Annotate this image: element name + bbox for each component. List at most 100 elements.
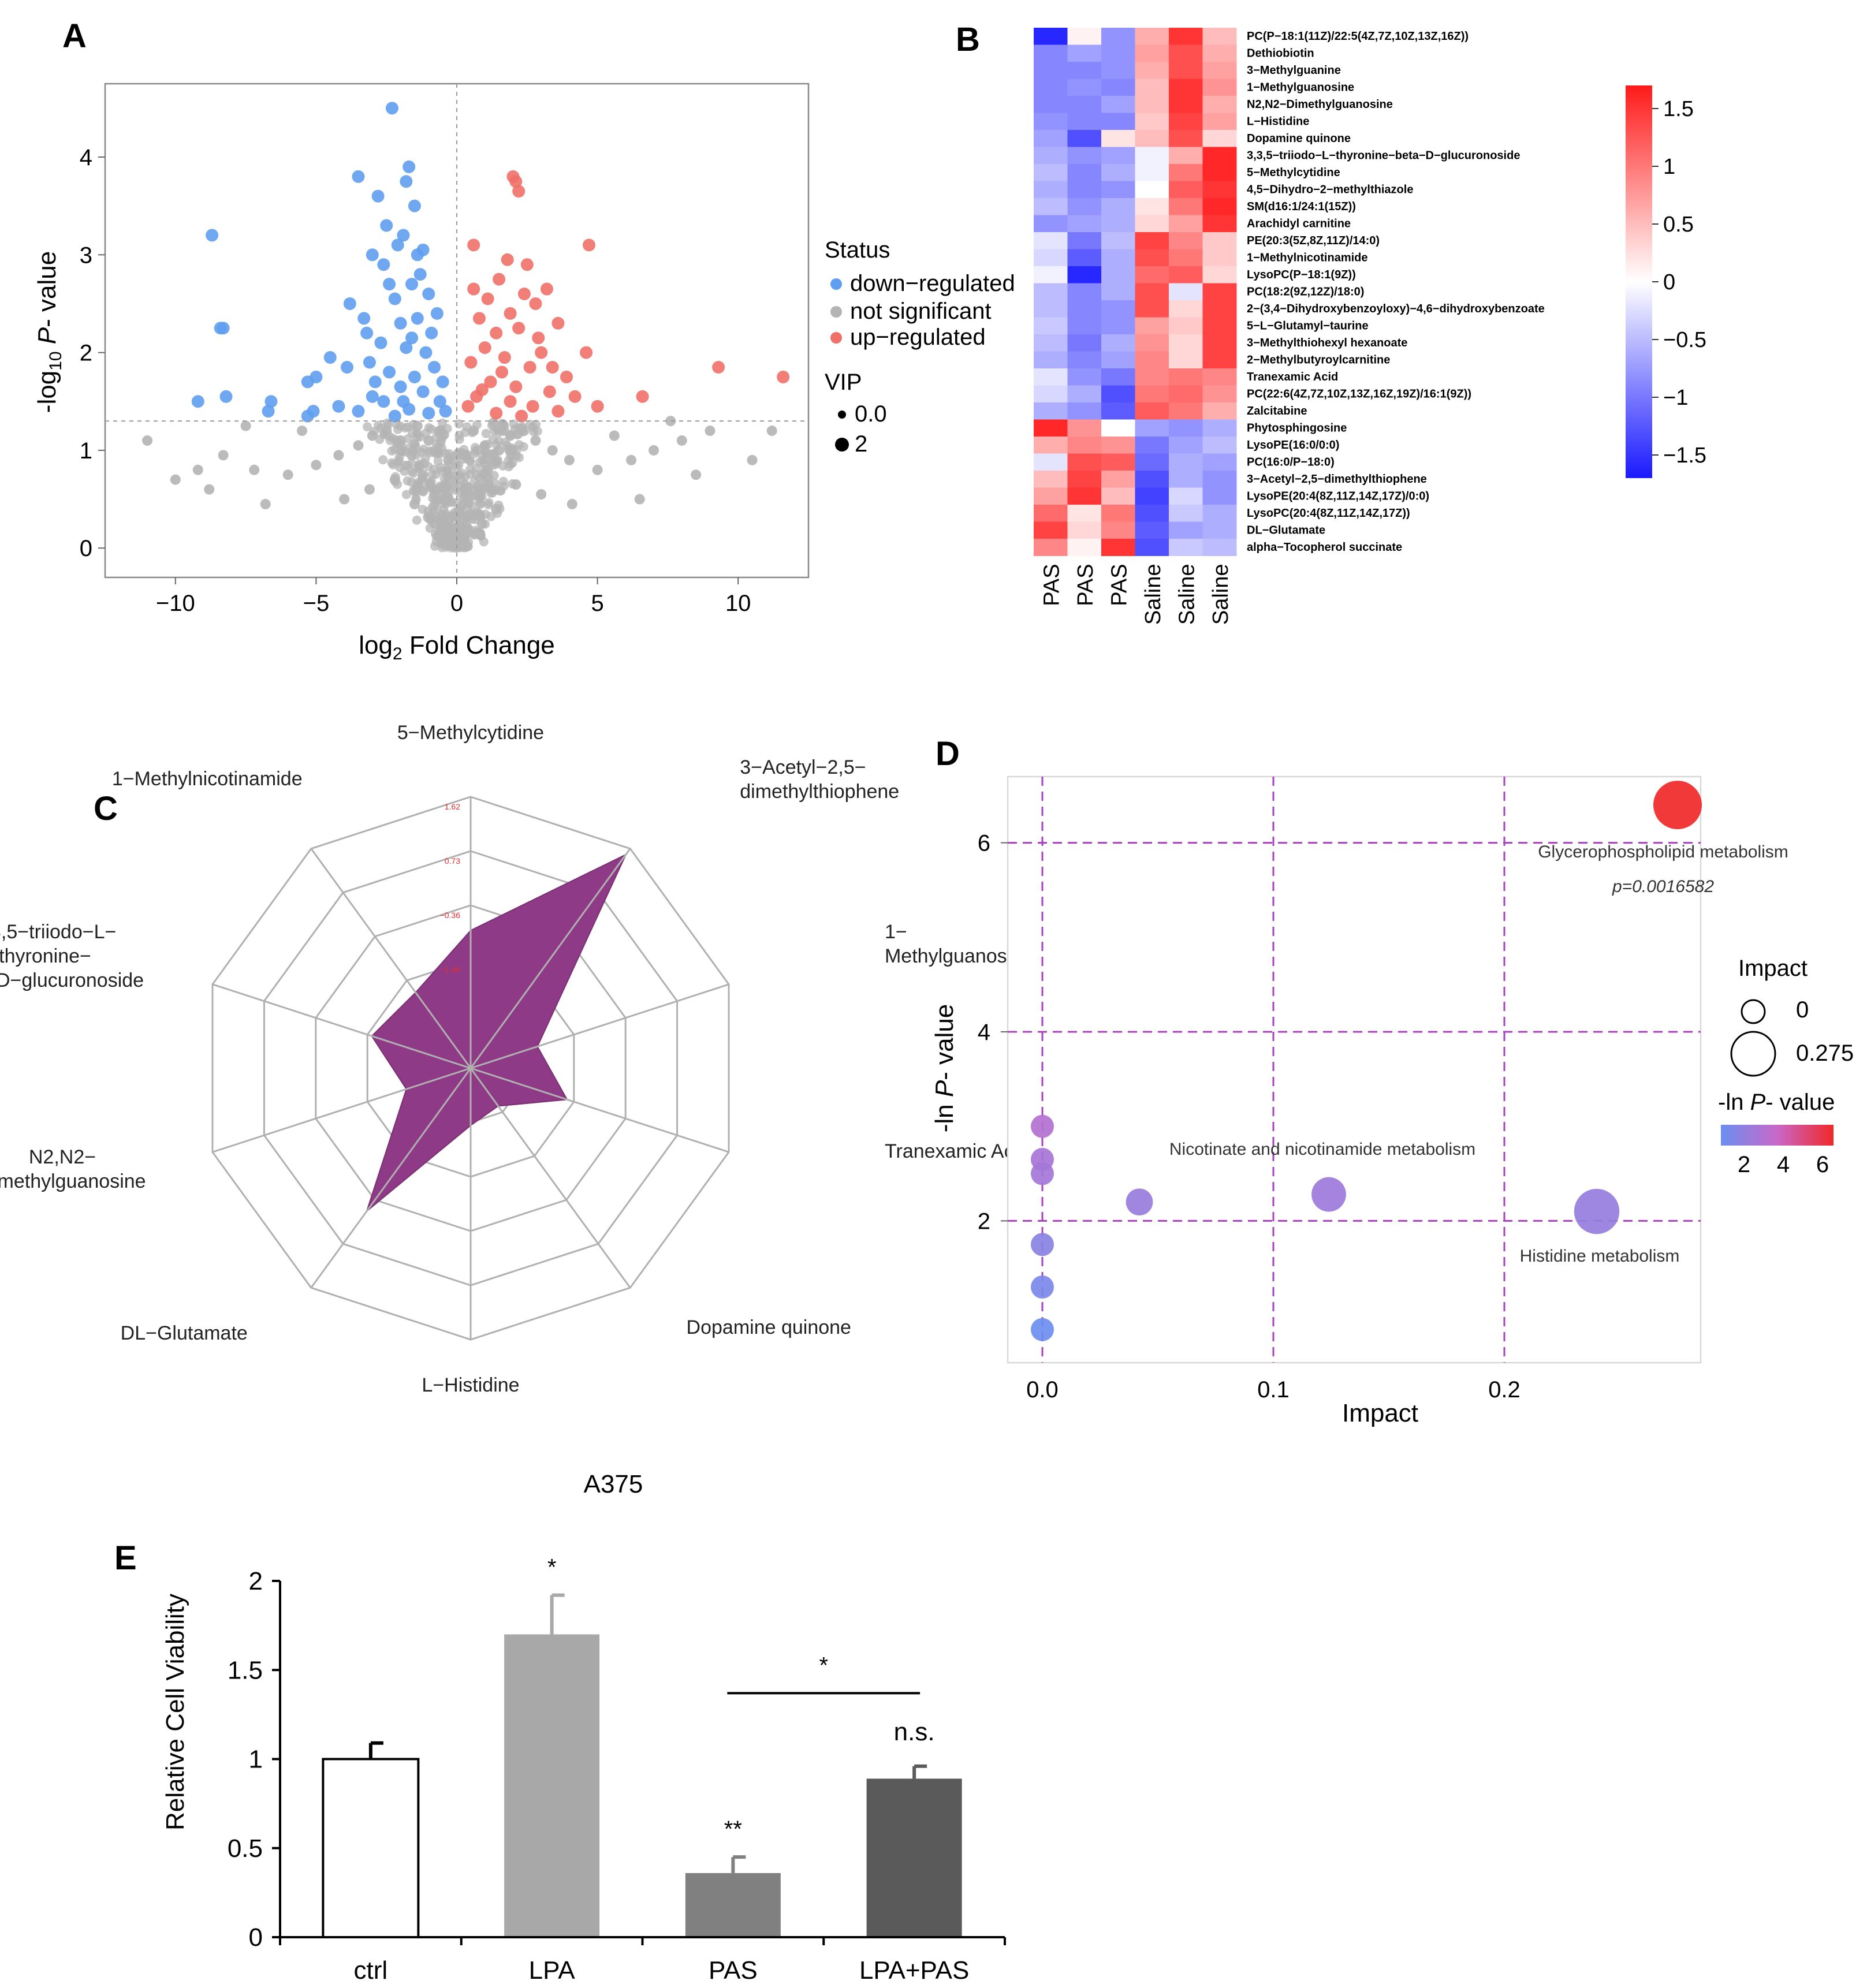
heatmap-cell bbox=[1202, 249, 1237, 267]
up-regulated-point bbox=[777, 370, 790, 383]
not-significant-point bbox=[475, 457, 485, 467]
not-significant-point bbox=[379, 430, 389, 439]
heatmap-cell bbox=[1169, 232, 1203, 249]
not-significant-point bbox=[420, 428, 430, 438]
heatmap-cell bbox=[1101, 266, 1135, 284]
radar-axis-label: beta−D−glucuronoside bbox=[0, 969, 144, 991]
heatmap-cell bbox=[1169, 368, 1203, 386]
heatmap-column-label: Saline bbox=[1209, 564, 1233, 625]
heatmap-cell bbox=[1067, 96, 1102, 113]
heatmap-cell bbox=[1202, 300, 1237, 318]
heatmap-row-label: PE(20:3(5Z,8Z,11Z)/14:0) bbox=[1247, 234, 1380, 247]
not-significant-point bbox=[464, 498, 474, 508]
down-regulated-point bbox=[388, 292, 401, 305]
heatmap-row-label: 2−(3,4−Dihydroxybenzoyloxy)−4,6−dihydrox… bbox=[1247, 303, 1545, 315]
down-regulated-point bbox=[360, 326, 374, 340]
heatmap-cell bbox=[1135, 402, 1169, 420]
not-significant-point bbox=[488, 434, 498, 444]
not-significant-point bbox=[240, 420, 251, 431]
heatmap-row-label: N2,N2−Dimethylguanosine bbox=[1247, 98, 1393, 111]
not-significant-point bbox=[383, 420, 393, 430]
heatmap-cell bbox=[1169, 44, 1203, 62]
pathway-y-tick-label: 2 bbox=[978, 1209, 990, 1234]
heatmap-cell bbox=[1135, 539, 1169, 556]
pathway-point bbox=[1031, 1318, 1054, 1341]
heatmap-cell bbox=[1135, 232, 1169, 249]
heatmap-cell bbox=[1202, 539, 1237, 556]
not-significant-point bbox=[493, 508, 502, 518]
up-regulated-points bbox=[461, 170, 790, 423]
heatmap-cell bbox=[1135, 487, 1169, 505]
heatmap-cell bbox=[1067, 28, 1102, 45]
heatmap-cell bbox=[1202, 334, 1237, 352]
not-significant-point bbox=[364, 484, 375, 495]
heatmap-cell bbox=[1034, 385, 1068, 403]
heatmap-cell bbox=[1034, 28, 1068, 45]
legend-up-swatch bbox=[830, 332, 842, 344]
not-significant-point bbox=[443, 472, 453, 482]
heatmap-column-labels: PAS PAS PAS Saline Saline Saline bbox=[1039, 564, 1233, 625]
heatmap-cell bbox=[1067, 437, 1102, 454]
colorbar-tick-label: 0 bbox=[1663, 270, 1675, 294]
down-regulated-point bbox=[366, 390, 379, 403]
heatmap-cell bbox=[1101, 419, 1135, 437]
up-regulated-point bbox=[467, 238, 480, 252]
down-regulated-point bbox=[377, 395, 390, 408]
impact-legend-large-label: 0.275 bbox=[1796, 1040, 1854, 1066]
down-regulated-point bbox=[217, 322, 230, 335]
not-significant-point bbox=[480, 519, 490, 529]
heatmap-cell bbox=[1034, 453, 1068, 471]
heatmap-cell bbox=[1169, 283, 1203, 301]
not-significant-point bbox=[411, 450, 421, 460]
heatmap-cell bbox=[1101, 521, 1135, 539]
volcano-x-tick-label: −5 bbox=[303, 591, 330, 616]
pathway-plot-frame bbox=[1007, 775, 1702, 1364]
volcano-y-tick-label: 0 bbox=[80, 536, 92, 561]
not-significant-point bbox=[444, 460, 453, 469]
heatmap-cell bbox=[1067, 368, 1102, 386]
radar-axis-label: 5−Methylcytidine bbox=[397, 722, 544, 744]
heatmap-cell bbox=[1101, 368, 1135, 386]
heatmap-cell bbox=[1067, 283, 1102, 301]
not-significant-point bbox=[495, 486, 505, 496]
not-significant-point bbox=[484, 498, 494, 508]
heatmap-cell bbox=[1169, 317, 1203, 335]
heatmap-cell bbox=[1202, 266, 1237, 284]
down-regulated-point bbox=[264, 395, 278, 408]
heatmap-cell bbox=[1101, 283, 1135, 301]
volcano-x-tick-label: 10 bbox=[725, 591, 751, 616]
significance-label: * bbox=[547, 1555, 557, 1580]
heatmap-cell bbox=[1135, 385, 1169, 403]
down-regulated-point bbox=[419, 346, 433, 359]
heatmap-row-label: L−Histidine bbox=[1247, 115, 1309, 128]
radar-axis-label: 3−Acetyl−2,5− bbox=[740, 756, 866, 778]
down-regulated-point bbox=[425, 326, 438, 340]
down-regulated-point bbox=[323, 351, 337, 364]
x-tick-label: ctrl bbox=[354, 1956, 388, 1985]
up-regulated-point bbox=[517, 288, 531, 301]
not-significant-point bbox=[378, 455, 388, 465]
up-regulated-point bbox=[501, 253, 514, 266]
not-significant-point bbox=[592, 464, 603, 475]
bar bbox=[322, 1758, 420, 1938]
legend-ns-swatch bbox=[830, 306, 842, 318]
not-significant-point bbox=[282, 469, 293, 480]
radar-spoke bbox=[469, 848, 631, 1069]
not-significant-point bbox=[609, 430, 620, 441]
bar-x-ticks: ctrl LPA PAS LPA+PAS bbox=[279, 1937, 1006, 1985]
down-regulated-point bbox=[368, 375, 382, 389]
pathway-bubble-plot: Glycerophospholipid metabolism p=0.001658… bbox=[930, 775, 1854, 1427]
not-significant-point bbox=[249, 464, 260, 475]
radar-ring-label: −0.36 bbox=[440, 911, 461, 920]
radar-axis-labels: 5−Methylcytidine 3−Acetyl−2,5− dimethylthi… bbox=[0, 722, 1033, 1396]
significance-annotations: ***n.s.* bbox=[547, 1555, 935, 1842]
heatmap-cell bbox=[1135, 266, 1169, 284]
not-significant-point bbox=[463, 482, 473, 492]
up-regulated-point bbox=[509, 380, 523, 393]
down-regulated-point bbox=[301, 409, 314, 423]
radar-spokes bbox=[212, 797, 729, 1340]
x-tick-label: PAS bbox=[709, 1956, 758, 1985]
heatmap-row-labels: PC(P−18:1(11Z)/22:5(4Z,7Z,10Z,13Z,16Z)) D… bbox=[1247, 30, 1545, 554]
panel-letter-a: A bbox=[62, 17, 87, 55]
heatmap-cell bbox=[1101, 181, 1135, 199]
